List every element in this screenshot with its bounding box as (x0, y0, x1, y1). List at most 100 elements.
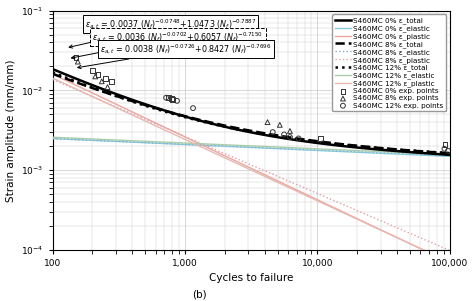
S460MC 8% ε_elastic (447, 154, 453, 157)
S460MC 12% ε_total (152, 107, 157, 110)
Legend: S460MC 0% ε_total, S460MC 0% ε_elastic, S460MC 0% ε_plastic, S460MC 8% ε_total, : S460MC 0% ε_total, S460MC 0% ε_elastic, … (332, 14, 446, 111)
S460MC 8% ε_elastic (152, 141, 157, 145)
S460MC 8% ε_total (349, 143, 355, 147)
S460MC 8% ε_plastic (284, 178, 290, 182)
S460MC 8% exp. points (98, 79, 106, 84)
S460MC 8% ε_plastic (349, 206, 355, 210)
Line: S460MC 0% ε_elastic: S460MC 0% ε_elastic (53, 138, 450, 157)
S460MC 12% exp. points (269, 130, 276, 135)
Line: S460MC 12% ε_plastic: S460MC 12% ε_plastic (53, 78, 450, 262)
S460MC 12% ε_plastic (50, 76, 55, 80)
S460MC 12% ε_plastic (315, 199, 321, 203)
S460MC 8% ε_plastic (152, 122, 157, 125)
S460MC 12% exp. points (444, 148, 452, 153)
S460MC 0% ε_elastic (315, 149, 321, 152)
Y-axis label: Strain amplitude (mm/mm): Strain amplitude (mm/mm) (6, 59, 16, 202)
S460MC 8% ε_total (152, 106, 157, 110)
S460MC 8% ε_total (447, 151, 453, 155)
S460MC 8% ε_plastic (447, 249, 453, 252)
S460MC 12% ε_total (120, 97, 126, 100)
Text: $\varepsilon_{a,t}$ = 0.0036 $(N_f)^{-0.0702}$+0.6057 $(N_f)^{-0.7150}$: $\varepsilon_{a,t}$ = 0.0036 $(N_f)^{-0.… (72, 30, 264, 59)
S460MC 12% ε_plastic (284, 185, 290, 188)
S460MC 0% ε_elastic (447, 155, 453, 158)
S460MC 8% ε_plastic (50, 78, 55, 81)
S460MC 12% ε_plastic (152, 124, 157, 127)
S460MC 0% ε_plastic (50, 72, 55, 76)
S460MC 8% exp. points (276, 123, 283, 127)
S460MC 12% exp. points (441, 146, 448, 151)
S460MC 8% ε_total (229, 125, 235, 129)
S460MC 12% ε_elastic (120, 138, 126, 142)
S460MC 8% exp. points (264, 120, 271, 125)
Line: S460MC 12% ε_total: S460MC 12% ε_total (53, 72, 450, 153)
S460MC 12% ε_total (284, 136, 290, 140)
S460MC 8% exp. points (286, 129, 294, 133)
S460MC 12% ε_elastic (284, 146, 290, 149)
S460MC 0% ε_total (50, 67, 55, 71)
S460MC 12% ε_elastic (349, 148, 355, 152)
S460MC 8% ε_total (315, 139, 321, 143)
S460MC 0% ε_elastic (229, 145, 235, 148)
S460MC 0% ε_elastic (120, 140, 126, 144)
S460MC 8% ε_elastic (284, 147, 290, 150)
S460MC 8% ε_elastic (315, 148, 321, 152)
S460MC 8% exp. points (104, 85, 111, 90)
S460MC 0% exp. points (94, 72, 102, 76)
S460MC 12% exp. points (173, 98, 181, 103)
Line: S460MC 12% ε_elastic: S460MC 12% ε_elastic (53, 137, 450, 155)
Text: (b): (b) (192, 290, 206, 300)
S460MC 0% ε_total (447, 153, 453, 157)
S460MC 12% exp. points (286, 135, 294, 139)
S460MC 0% exp. points (108, 79, 116, 84)
S460MC 0% exp. points (168, 96, 175, 101)
S460MC 12% exp. points (295, 136, 302, 141)
S460MC 0% exp. points (317, 136, 324, 141)
S460MC 12% ε_plastic (447, 260, 453, 264)
S460MC 0% ε_plastic (152, 121, 157, 124)
S460MC 0% ε_plastic (349, 214, 355, 218)
S460MC 8% exp. points (91, 74, 99, 79)
S460MC 0% ε_total (229, 127, 235, 130)
S460MC 0% ε_elastic (349, 150, 355, 154)
S460MC 0% exp. points (164, 95, 172, 100)
S460MC 12% ε_elastic (152, 140, 157, 144)
S460MC 0% ε_plastic (229, 158, 235, 161)
S460MC 8% ε_total (50, 72, 55, 76)
S460MC 0% ε_total (315, 141, 321, 145)
S460MC 12% ε_total (349, 144, 355, 147)
S460MC 12% exp. points (280, 132, 288, 137)
S460MC 0% ε_plastic (120, 106, 126, 109)
S460MC 8% ε_elastic (229, 144, 235, 148)
Line: S460MC 0% ε_plastic: S460MC 0% ε_plastic (53, 74, 450, 263)
S460MC 12% ε_elastic (50, 135, 55, 139)
S460MC 12% ε_elastic (229, 143, 235, 147)
S460MC 12% ε_total (50, 70, 55, 74)
S460MC 0% ε_total (349, 145, 355, 149)
S460MC 0% exp. points (169, 97, 177, 102)
S460MC 0% ε_plastic (447, 261, 453, 265)
S460MC 8% ε_elastic (120, 140, 126, 144)
S460MC 12% ε_elastic (315, 147, 321, 150)
Line: S460MC 0% ε_total: S460MC 0% ε_total (53, 69, 450, 155)
S460MC 0% ε_plastic (315, 198, 321, 202)
S460MC 12% ε_total (315, 140, 321, 144)
S460MC 8% ε_elastic (349, 150, 355, 153)
X-axis label: Cycles to failure: Cycles to failure (209, 273, 293, 284)
Line: S460MC 8% ε_elastic: S460MC 8% ε_elastic (53, 139, 450, 155)
S460MC 0% ε_elastic (284, 147, 290, 151)
Text: $\varepsilon_{a,t}$ = 0.0037 $(N_f)^{-0.0748}$+1.0473 $(N_f)^{-0.7887}$: $\varepsilon_{a,t}$ = 0.0037 $(N_f)^{-0.… (69, 17, 256, 48)
Line: S460MC 8% ε_plastic: S460MC 8% ε_plastic (53, 79, 450, 250)
S460MC 0% ε_plastic (284, 183, 290, 187)
S460MC 12% ε_plastic (120, 109, 126, 113)
S460MC 0% exp. points (441, 142, 449, 147)
S460MC 0% ε_total (152, 106, 157, 109)
S460MC 12% ε_plastic (349, 215, 355, 219)
S460MC 0% ε_total (284, 137, 290, 141)
S460MC 8% ε_plastic (315, 192, 321, 195)
S460MC 12% exp. points (162, 95, 170, 100)
S460MC 8% ε_plastic (229, 155, 235, 159)
S460MC 0% ε_elastic (152, 141, 157, 145)
Text: $\varepsilon_{a,t}$ = 0.0038 $(N_f)^{-0.0726}$+0.8427 $(N_f)^{-0.7696}$: $\varepsilon_{a,t}$ = 0.0038 $(N_f)^{-0.… (78, 42, 272, 69)
S460MC 12% ε_elastic (447, 153, 453, 157)
S460MC 12% ε_plastic (229, 160, 235, 163)
